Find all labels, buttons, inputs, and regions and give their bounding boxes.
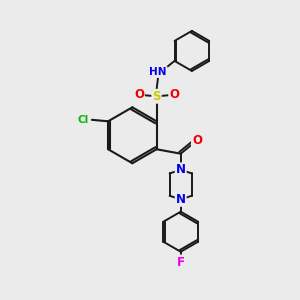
Text: O: O <box>192 134 202 147</box>
Text: Cl: Cl <box>77 115 89 125</box>
Text: HN: HN <box>149 67 167 77</box>
Text: F: F <box>177 256 185 268</box>
Text: S: S <box>152 90 161 103</box>
Text: O: O <box>169 88 179 101</box>
Text: N: N <box>176 164 186 176</box>
Text: N: N <box>176 193 186 206</box>
Text: O: O <box>134 88 144 101</box>
